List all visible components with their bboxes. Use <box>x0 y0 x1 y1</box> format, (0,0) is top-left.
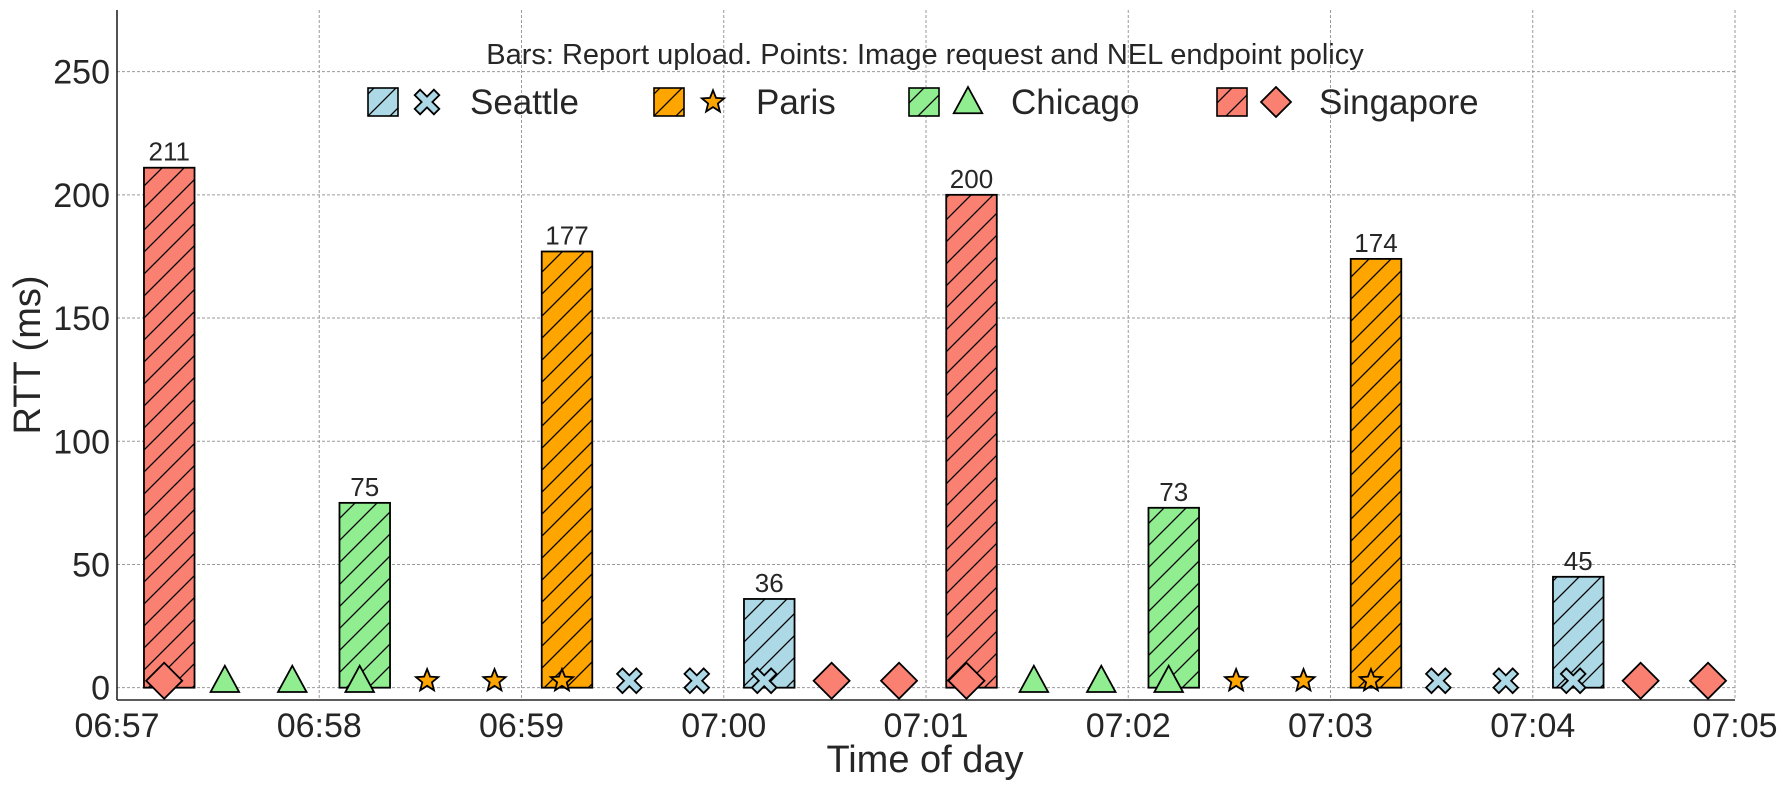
bar-value-label: 200 <box>950 164 993 194</box>
legend-label: Singapore <box>1319 83 1479 122</box>
bar-singapore <box>945 193 998 689</box>
bar-value-label: 73 <box>1159 477 1188 507</box>
legend-bar-outline <box>1216 87 1248 117</box>
point-chicago <box>343 663 376 693</box>
legend-label: Chicago <box>1011 83 1139 122</box>
x-tick-label: 07:03 <box>1288 707 1373 745</box>
x-cross-icon <box>413 88 441 116</box>
bars <box>143 166 1605 689</box>
point-chicago <box>1152 663 1185 693</box>
x-tick-label: 07:00 <box>681 707 766 745</box>
diamond-icon <box>1259 85 1293 119</box>
bar-singapore <box>143 166 196 689</box>
y-tick-label: 200 <box>53 177 110 215</box>
axes: 06:57 06:58 06:59 07:00 07:01 07:02 07:03 07:04… <box>53 10 1778 745</box>
point-seattle <box>750 667 778 695</box>
x-tick-label: 06:58 <box>277 707 362 745</box>
triangle-icon <box>952 85 984 115</box>
point-chicago <box>276 663 309 693</box>
bar-paris <box>540 250 594 689</box>
legend-item-chicago: Chicago <box>908 83 1139 122</box>
legend-item-paris: Paris <box>653 83 836 122</box>
chart-title: Bars: Report upload. Points: Image reque… <box>486 39 1364 71</box>
legend-bar-outline <box>367 87 399 117</box>
x-tick-label: 07:01 <box>883 707 968 745</box>
point-singapore <box>144 661 184 701</box>
bar-value-label: 45 <box>1564 546 1593 576</box>
point-paris <box>413 666 441 693</box>
point-paris <box>1290 666 1317 693</box>
grid <box>116 10 1736 700</box>
legend-label: Seattle <box>470 83 579 122</box>
bar-outline <box>945 193 998 689</box>
legend-label: Paris <box>756 83 836 122</box>
point-seattle <box>683 667 711 695</box>
x-tick-label: 07:02 <box>1086 707 1171 745</box>
points <box>144 661 1728 701</box>
star-icon <box>699 87 727 114</box>
bar-outline <box>1147 506 1200 689</box>
bar-chicago <box>1147 506 1200 689</box>
bar-chicago <box>338 501 391 689</box>
point-chicago <box>1018 663 1050 693</box>
bar-value-label: 211 <box>149 137 190 167</box>
y-tick-label: 150 <box>53 300 110 338</box>
x-tick-label: 07:05 <box>1692 707 1777 745</box>
x-tick-label: 07:04 <box>1490 707 1575 745</box>
legend-bar-outline <box>653 87 685 117</box>
y-tick-label: 100 <box>53 423 110 461</box>
legend: Seattle Paris Chicago Singapore <box>367 83 1479 122</box>
legend-item-seattle: Seattle <box>367 83 579 122</box>
point-chicago <box>209 663 241 693</box>
point-paris <box>1357 666 1385 693</box>
x-axis-label: Time of day <box>826 739 1023 781</box>
bar-outline <box>540 250 594 689</box>
point-singapore <box>947 661 986 701</box>
bar-value-label: 177 <box>545 221 588 251</box>
point-seattle <box>1559 667 1587 695</box>
bar-paris <box>1349 257 1403 689</box>
bar-value-label: 174 <box>1354 228 1397 258</box>
point-seattle <box>1424 667 1452 695</box>
point-singapore <box>812 661 851 701</box>
point-paris <box>1222 666 1250 693</box>
y-tick-label: 250 <box>53 54 110 92</box>
y-tick-label: 50 <box>72 546 110 584</box>
y-tick-label: 0 <box>91 670 110 708</box>
point-singapore <box>1688 661 1728 701</box>
legend-bar-outline <box>908 87 940 117</box>
point-chicago <box>1085 663 1118 693</box>
x-tick-label: 06:57 <box>74 707 159 745</box>
point-paris <box>481 666 508 693</box>
bar-value-label: 75 <box>350 472 379 502</box>
point-seattle <box>1492 667 1520 695</box>
bar-value-label: 36 <box>755 568 784 598</box>
point-seattle <box>615 667 643 695</box>
point-singapore <box>879 661 919 701</box>
x-tick-label: 06:59 <box>479 707 564 745</box>
bar-outline <box>1349 257 1403 689</box>
data-labels: 211 75 177 36 200 73 174 45 <box>149 137 1593 598</box>
bar-outline <box>143 166 196 689</box>
point-paris <box>548 666 576 693</box>
legend-item-singapore: Singapore <box>1216 83 1479 122</box>
point-singapore <box>1621 661 1660 701</box>
y-axis-label: RTT (ms) <box>7 275 49 434</box>
bar-outline <box>338 501 391 689</box>
